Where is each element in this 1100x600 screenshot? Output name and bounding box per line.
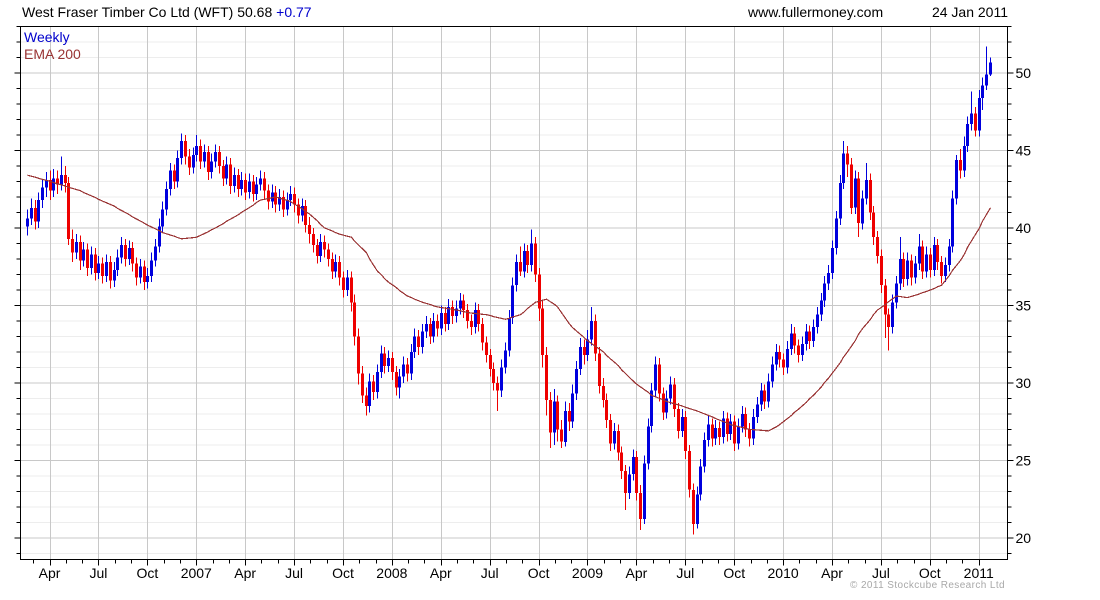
x-axis-label: Oct	[136, 565, 158, 581]
x-axis-label: Oct	[723, 565, 745, 581]
x-axis-label: Jul	[676, 565, 694, 581]
x-axis-label: Apr	[821, 565, 843, 581]
x-axis-label: Apr	[234, 565, 256, 581]
y-axis-label: 40	[1016, 220, 1032, 236]
x-axis-label: Jul	[285, 565, 303, 581]
price-change: +0.77	[276, 4, 312, 20]
y-axis-label: 20	[1016, 530, 1032, 546]
x-axis-label: Oct	[919, 565, 941, 581]
instrument-name: West Fraser Timber Co Ltd (WFT)	[22, 4, 234, 20]
x-axis-label: 2008	[376, 565, 407, 581]
last-price: 50.68	[237, 4, 273, 20]
chart-legend: Weekly EMA 200	[24, 29, 81, 63]
x-axis-label: Jul	[481, 565, 499, 581]
x-axis-label: Apr	[626, 565, 648, 581]
x-axis-label: 2009	[572, 565, 603, 581]
chart-title: West Fraser Timber Co Ltd (WFT) 50.68 +0…	[22, 4, 312, 20]
grid-layer	[20, 26, 1008, 560]
legend-ema: EMA 200	[24, 46, 81, 62]
x-axis-label: 2011	[964, 565, 994, 581]
x-axis-label: 2010	[768, 565, 799, 581]
y-axis-label: 45	[1016, 142, 1032, 158]
x-axis-label: Oct	[528, 565, 550, 581]
y-axis-label: 35	[1016, 297, 1032, 313]
x-axis-label: Jul	[872, 565, 890, 581]
copyright-attribution: © 2011 Stockcube Research Ltd	[850, 580, 1005, 591]
y-axis-label: 25	[1016, 452, 1032, 468]
site-url: www.fullermoney.com	[748, 4, 884, 20]
candlestick-series	[26, 46, 992, 535]
x-axis-label: Apr	[39, 565, 61, 581]
x-axis-label: Oct	[332, 565, 354, 581]
y-axis-label: 30	[1016, 375, 1032, 391]
legend-weekly: Weekly	[24, 29, 70, 45]
x-axis-label: Apr	[430, 565, 452, 581]
y-axis-label: 50	[1016, 65, 1032, 81]
axes: 20 25 30 35 40 45 50 Apr Jul Oct 2007 Apr Jul Oct 2008…	[14, 26, 1032, 581]
ema-line	[27, 174, 992, 432]
x-axis-label: 2007	[181, 565, 212, 581]
chart-date: 24 Jan 2011	[931, 4, 1008, 20]
x-axis-label: Jul	[90, 565, 108, 581]
